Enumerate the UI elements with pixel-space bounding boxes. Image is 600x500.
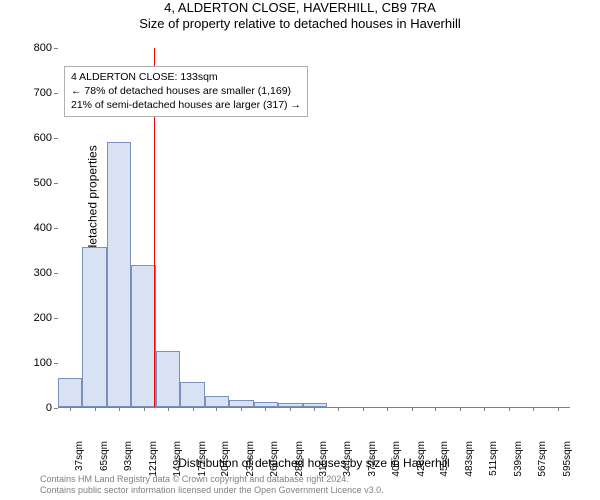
y-tick-label: 500 (20, 177, 52, 189)
legend-line2: ← 78% of detached houses are smaller (1,… (71, 84, 301, 98)
y-tick-label: 800 (20, 42, 52, 54)
x-tick-mark (533, 407, 534, 411)
y-tick-mark (54, 183, 58, 184)
x-tick-mark (193, 407, 194, 411)
legend-line3: 21% of semi-detached houses are larger (… (71, 98, 301, 112)
histogram-bar (180, 382, 204, 407)
histogram-bar (205, 396, 229, 407)
histogram-bar (156, 351, 180, 407)
y-tick-mark (54, 93, 58, 94)
page-subtitle: Size of property relative to detached ho… (0, 16, 600, 31)
histogram-bar (82, 247, 106, 407)
legend-line1: 4 ALDERTON CLOSE: 133sqm (71, 70, 301, 84)
x-tick-mark (509, 407, 510, 411)
attribution-text: Contains HM Land Registry data © Crown c… (40, 474, 592, 497)
x-tick-mark (314, 407, 315, 411)
y-tick-mark (54, 363, 58, 364)
y-tick-mark (54, 408, 58, 409)
x-tick-mark (70, 407, 71, 411)
x-tick-mark (558, 407, 559, 411)
x-tick-mark (363, 407, 364, 411)
legend-box: 4 ALDERTON CLOSE: 133sqm← 78% of detache… (64, 66, 308, 117)
page-title: 4, ALDERTON CLOSE, HAVERHILL, CB9 7RA (0, 0, 600, 15)
y-tick-mark (54, 48, 58, 49)
y-tick-label: 300 (20, 267, 52, 279)
x-tick-mark (216, 407, 217, 411)
y-tick-mark (54, 318, 58, 319)
x-tick-mark (387, 407, 388, 411)
y-tick-label: 0 (20, 402, 52, 414)
x-tick-mark (338, 407, 339, 411)
x-tick-mark (241, 407, 242, 411)
histogram-bar (58, 378, 82, 407)
y-tick-label: 600 (20, 132, 52, 144)
x-tick-mark (484, 407, 485, 411)
x-tick-mark (95, 407, 96, 411)
x-tick-mark (168, 407, 169, 411)
x-tick-mark (435, 407, 436, 411)
x-tick-mark (265, 407, 266, 411)
y-tick-mark (54, 228, 58, 229)
y-tick-label: 200 (20, 312, 52, 324)
x-tick-mark (119, 407, 120, 411)
y-tick-mark (54, 273, 58, 274)
histogram-bar (131, 265, 155, 407)
attribution-line-1: Contains HM Land Registry data © Crown c… (40, 474, 592, 485)
x-tick-mark (144, 407, 145, 411)
x-tick-mark (412, 407, 413, 411)
y-tick-mark (54, 138, 58, 139)
attribution-line-2: Contains public sector information licen… (40, 485, 592, 496)
x-tick-mark (460, 407, 461, 411)
histogram-bar (229, 400, 253, 407)
x-tick-mark (290, 407, 291, 411)
histogram-bar (107, 142, 131, 408)
y-tick-label: 100 (20, 357, 52, 369)
y-tick-label: 700 (20, 87, 52, 99)
y-tick-label: 400 (20, 222, 52, 234)
x-axis-label: Distribution of detached houses by size … (58, 456, 570, 470)
plot-area: 010020030040050060070080037sqm65sqm93sqm… (58, 48, 570, 408)
histogram-chart: Number of detached properties 0100200300… (58, 48, 570, 408)
